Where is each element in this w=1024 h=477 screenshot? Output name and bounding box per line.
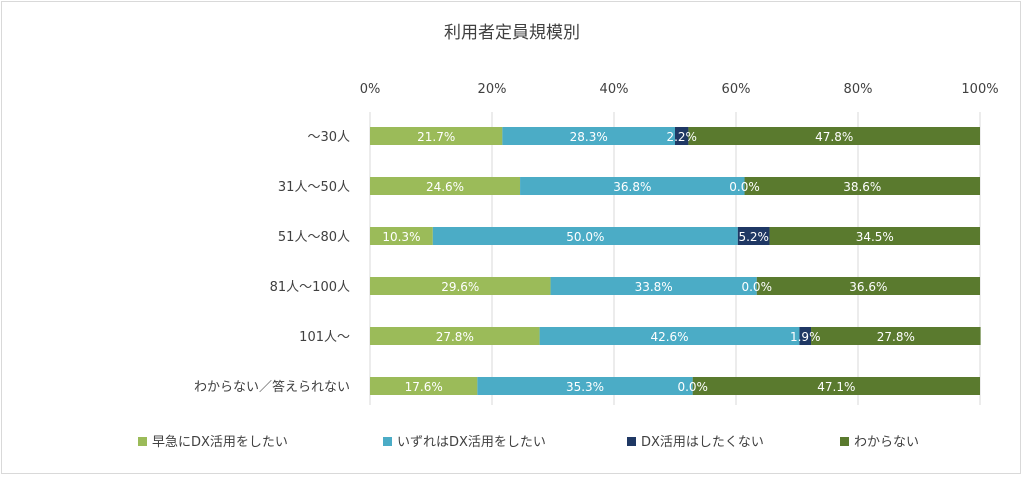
legend-item: 早急にDX活用をしたい	[138, 435, 288, 450]
category-label: 81人～100人	[270, 280, 350, 295]
gridlines	[369, 112, 981, 405]
legend-label: DX活用はしたくない	[641, 435, 764, 450]
category-label: ～30人	[307, 130, 350, 145]
data-label: 36.8%	[613, 180, 651, 194]
bars	[370, 127, 981, 395]
bar-segment	[692, 377, 980, 395]
legend: 早急にDX活用をしたい いずれはDX活用をしたい DX活用はしたくない わからない	[138, 435, 919, 450]
bar-segment	[811, 327, 981, 345]
data-label: 36.6%	[849, 280, 887, 294]
data-label: 5.2%	[738, 230, 769, 244]
data-label: 10.3%	[382, 230, 420, 244]
x-tick-label: 80%	[844, 82, 873, 97]
data-label: 28.3%	[570, 130, 608, 144]
bar-segment	[769, 227, 980, 245]
legend-label: いずれはDX活用をしたい	[397, 435, 546, 450]
bar-segment	[799, 327, 812, 345]
data-label: 33.8%	[635, 280, 673, 294]
bar-segment	[550, 277, 757, 295]
data-label: 2.2%	[666, 130, 697, 144]
legend-item: わからない	[840, 435, 919, 450]
data-label: 29.6%	[441, 280, 479, 294]
legend-swatch	[383, 437, 392, 446]
data-label: 0.0%	[729, 180, 760, 194]
category-label: 31人～50人	[278, 180, 350, 195]
legend-label: わからない	[854, 435, 919, 450]
bar-segment	[744, 177, 980, 195]
data-label: 27.8%	[877, 330, 915, 344]
bar-segment	[370, 227, 433, 245]
bar-segment	[539, 327, 800, 345]
x-tick-label: 100%	[961, 82, 998, 97]
data-label: 0.0%	[677, 380, 708, 394]
x-axis-ticks: 0% 20% 40% 60% 80% 100%	[360, 82, 999, 97]
bar-segment	[675, 127, 689, 145]
legend-swatch	[840, 437, 849, 446]
data-labels: 21.7% 28.3% 2.2% 47.8% 24.6% 36.8% 0.0% 38.6% 10…	[382, 130, 915, 394]
x-tick-label: 40%	[600, 82, 629, 97]
bar-segment	[737, 227, 770, 245]
bar-segment	[432, 227, 738, 245]
data-label: 21.7%	[417, 130, 455, 144]
x-tick-label: 60%	[722, 82, 751, 97]
data-label: 34.5%	[856, 230, 894, 244]
bar-segment	[502, 127, 675, 145]
data-label: 35.3%	[566, 380, 604, 394]
data-label: 27.8%	[436, 330, 474, 344]
x-tick-label: 20%	[478, 82, 507, 97]
legend-item: いずれはDX活用をしたい	[383, 435, 546, 450]
data-label: 47.1%	[817, 380, 855, 394]
bar-segment	[477, 377, 693, 395]
bar-segment	[370, 327, 540, 345]
bar-segment	[370, 127, 503, 145]
chart-title: 利用者定員規模別	[444, 23, 580, 43]
bar-segment	[520, 177, 745, 195]
data-label: 1.9%	[790, 330, 821, 344]
bar-segment	[688, 127, 980, 145]
data-label: 38.6%	[843, 180, 881, 194]
data-label: 42.6%	[650, 330, 688, 344]
data-label: 17.6%	[405, 380, 443, 394]
legend-item: DX活用はしたくない	[627, 435, 764, 450]
category-label: わからない／答えられない	[194, 379, 350, 395]
x-tick-label: 0%	[360, 82, 381, 97]
legend-swatch	[627, 437, 636, 446]
bar-segment	[370, 177, 521, 195]
data-label: 47.8%	[815, 130, 853, 144]
legend-label: 早急にDX活用をしたい	[152, 435, 288, 450]
category-label: 101人～	[299, 330, 350, 345]
bar-segment	[370, 377, 478, 395]
data-label: 50.0%	[566, 230, 604, 244]
bar-segment	[756, 277, 980, 295]
category-labels: ～30人 31人～50人 51人～80人 81人～100人 101人～ わからない／答えら…	[194, 130, 350, 395]
data-label: 24.6%	[426, 180, 464, 194]
data-label: 0.0%	[741, 280, 772, 294]
legend-swatch	[138, 437, 147, 446]
category-label: 51人～80人	[278, 230, 350, 245]
bar-segment	[370, 277, 551, 295]
